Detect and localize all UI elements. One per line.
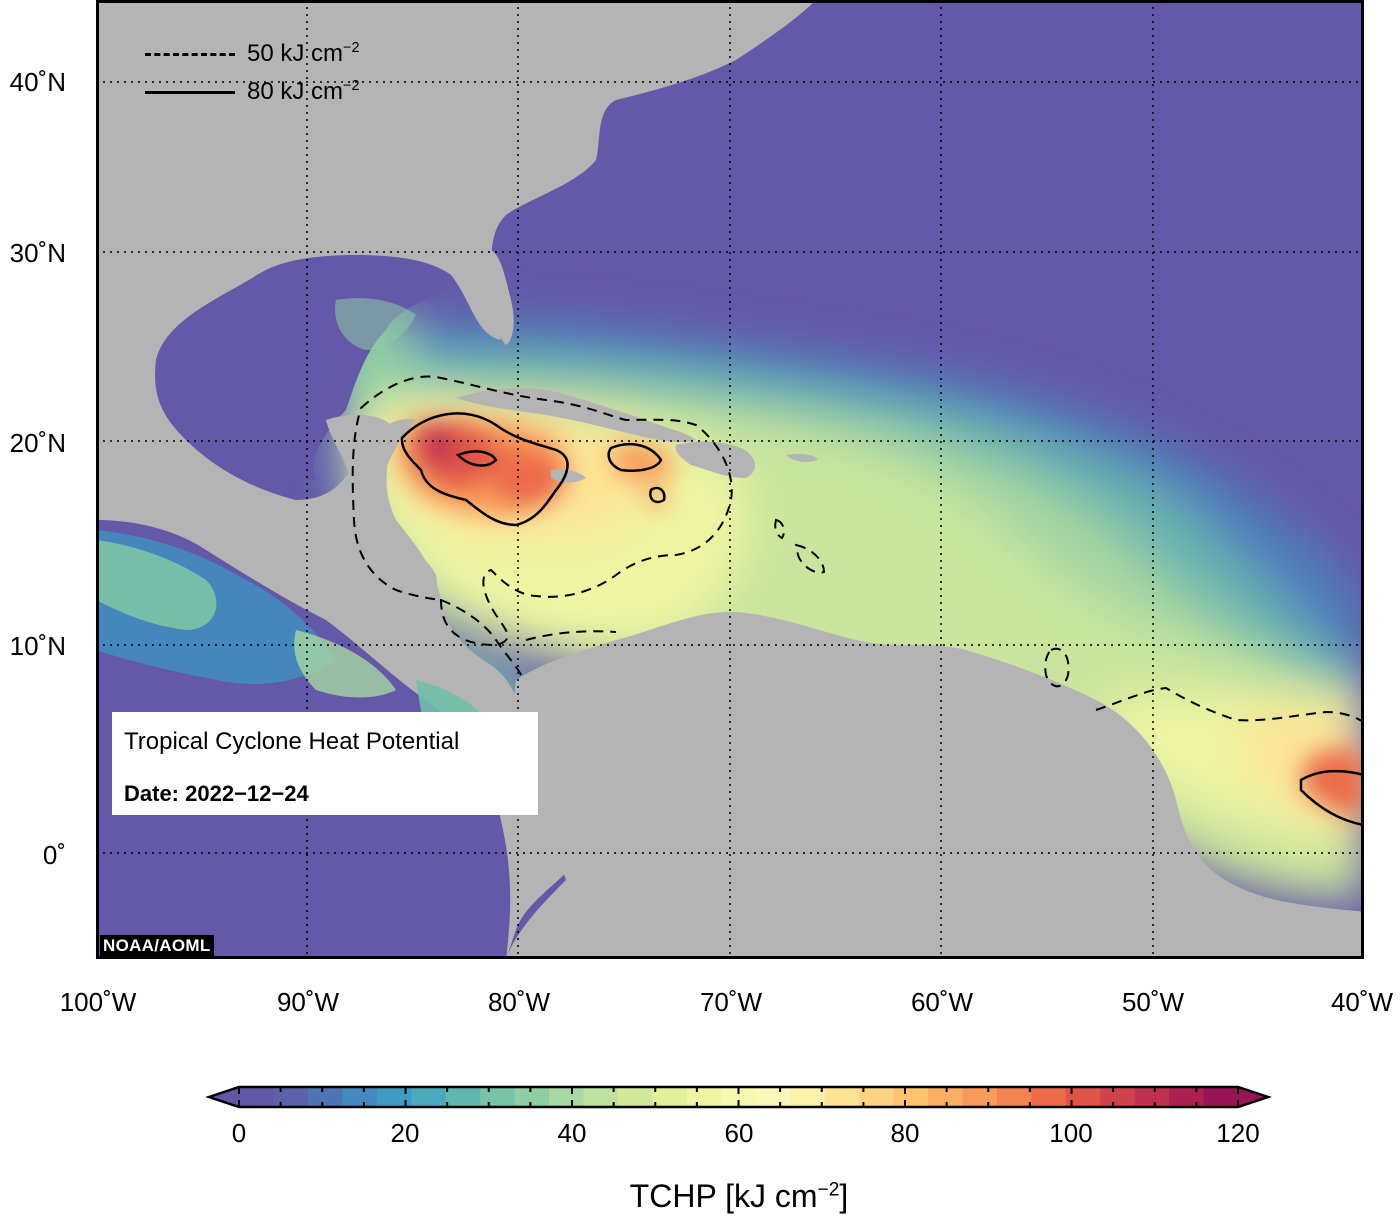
florida xyxy=(486,250,514,345)
contour-80 xyxy=(400,412,1364,827)
colorbar-cell xyxy=(617,1087,653,1107)
lon-label-70w: 70˚W xyxy=(699,987,763,1017)
noaa-aoml-credit: NOAA/AOML xyxy=(100,935,214,956)
contour-50 xyxy=(351,375,1364,723)
colorbar-cell xyxy=(1065,1087,1101,1107)
colorbar-cell xyxy=(652,1087,688,1107)
central-america xyxy=(296,414,518,720)
lat-label-40n: 40˚N xyxy=(9,67,66,97)
colorbar-overflow-arrow xyxy=(1238,1087,1268,1107)
colorbar-tick-60: 60 xyxy=(724,1118,754,1148)
colorbar-cell xyxy=(859,1087,895,1107)
colorbar-cell xyxy=(927,1087,964,1107)
lat-label-20n: 20˚N xyxy=(9,428,66,458)
lon-label-80w: 80˚W xyxy=(487,987,551,1017)
legend-solid-label: 80 kJ cm−2 xyxy=(247,78,360,105)
gulf-of-mexico-water xyxy=(202,260,446,480)
legend-solid-line xyxy=(145,91,235,94)
lon-label-90w: 90˚W xyxy=(276,987,340,1017)
colorbar-tick-20: 20 xyxy=(390,1118,420,1148)
colorbar-cell xyxy=(996,1087,1032,1107)
colorbar-cell xyxy=(514,1087,550,1107)
colorbar-cell xyxy=(273,1087,309,1107)
colorbar-cell xyxy=(1203,1087,1239,1107)
colorbar-tick-0: 0 xyxy=(231,1118,247,1148)
lat-label-10n: 10˚N xyxy=(9,631,66,661)
colorbar-cell xyxy=(376,1087,412,1107)
colorbar-cell xyxy=(445,1087,481,1107)
colorbar-cell xyxy=(549,1087,585,1107)
caribbean-islands xyxy=(456,388,818,646)
colorbar-underflow-arrow xyxy=(209,1087,239,1107)
colorbar-cell xyxy=(1169,1087,1205,1107)
tchp-map xyxy=(96,0,1364,959)
colorbar-cells xyxy=(209,1087,1268,1107)
colorbar-cell xyxy=(480,1087,516,1107)
colorbar-cell xyxy=(721,1087,757,1107)
colorbar-cell xyxy=(962,1087,998,1107)
colorbar-cell xyxy=(239,1087,275,1107)
colorbar-cell xyxy=(583,1087,619,1107)
info-date: Date: 2022−12−24 xyxy=(124,781,309,806)
lon-label-40w: 40˚W xyxy=(1330,987,1394,1017)
map-frame xyxy=(96,0,1364,959)
info-box: Tropical Cyclone Heat Potential Date: 20… xyxy=(112,712,538,815)
colorbar-cell xyxy=(893,1087,929,1107)
colorbar-tick-40: 40 xyxy=(557,1118,587,1148)
colorbar-tick-80: 80 xyxy=(890,1118,920,1148)
colorbar-cell xyxy=(824,1087,860,1107)
colorbar-tick-120: 120 xyxy=(1216,1118,1260,1148)
lat-label-0: 0˚ xyxy=(42,840,66,870)
lon-label-50w: 50˚W xyxy=(1121,987,1185,1017)
colorbar-cell xyxy=(411,1087,447,1107)
colorbar-cell xyxy=(1134,1087,1170,1107)
colorbar-cell xyxy=(1100,1087,1136,1107)
legend-dashed-line xyxy=(145,53,235,56)
colorbar-cell xyxy=(1031,1087,1067,1107)
colorbar xyxy=(205,1085,1272,1109)
info-title: Tropical Cyclone Heat Potential xyxy=(124,728,460,755)
colorbar-title: TCHP [kJ cm−2] xyxy=(629,1178,849,1214)
colorbar-tick-marks xyxy=(238,1087,1239,1107)
colorbar-cell xyxy=(686,1087,722,1107)
lon-label-60w: 60˚W xyxy=(910,987,974,1017)
colorbar-cell xyxy=(307,1087,343,1107)
colorbar-tick-100: 100 xyxy=(1049,1118,1093,1148)
tchp-map-canvas xyxy=(96,0,1364,959)
colorbar-cell xyxy=(790,1087,826,1107)
lon-label-100w: 100˚W xyxy=(59,987,137,1017)
south-america xyxy=(506,611,1364,959)
colorbar-cell xyxy=(342,1087,378,1107)
legend-dashed-label: 50 kJ cm−2 xyxy=(247,40,360,67)
colorbar-cell xyxy=(755,1087,791,1107)
lat-label-30n: 30˚N xyxy=(9,238,66,268)
